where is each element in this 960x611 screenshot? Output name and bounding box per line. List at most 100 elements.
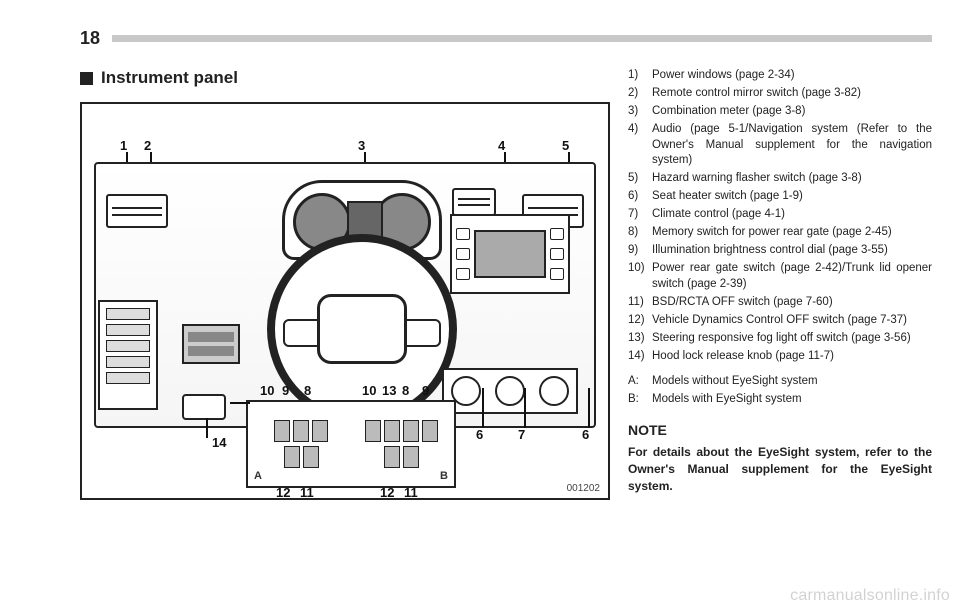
inset-a-top-3: 8 <box>304 383 311 398</box>
page-number: 18 <box>80 28 100 49</box>
wheel-hub <box>317 294 407 364</box>
window-switch <box>106 340 150 352</box>
legend-item: 7)Climate control (page 4-1) <box>628 207 932 223</box>
switch <box>312 420 328 442</box>
legend-item: 5)Hazard warning flasher switch (page 3-… <box>628 171 932 187</box>
legend-text: Hood lock release knob (page 11-7) <box>652 349 932 365</box>
variant-key: A: <box>628 374 652 390</box>
audio-button <box>456 228 470 240</box>
section-title: Instrument panel <box>80 68 610 88</box>
inset-connector <box>230 402 250 404</box>
inset-a-bot-1: 12 <box>276 485 290 500</box>
legend-num: 3) <box>628 104 652 120</box>
callout-6b-lead <box>588 388 590 428</box>
window-switch <box>106 308 150 320</box>
note-title: NOTE <box>628 421 932 440</box>
callout-7-lead <box>524 388 526 428</box>
audio-screen <box>474 230 546 278</box>
switch-row <box>365 420 438 442</box>
callout-2: 2 <box>144 138 151 153</box>
legend-num: 6) <box>628 189 652 205</box>
inset-b-top-1: 10 <box>362 383 376 398</box>
legend-text: Hazard warning flasher switch (page 3-8) <box>652 171 932 187</box>
switch-detail-inset: A B <box>246 400 456 488</box>
legend-num: 4) <box>628 122 652 169</box>
legend-text: Power windows (page 2-34) <box>652 68 932 84</box>
variant-item: A:Models without EyeSight system <box>628 374 932 390</box>
inset-b-bot-2: 11 <box>404 485 418 500</box>
section-title-text: Instrument panel <box>101 68 238 88</box>
inset-label-a: A <box>254 470 262 482</box>
legend-num: 10) <box>628 261 652 292</box>
audio-button <box>550 268 564 280</box>
legend-item: 10)Power rear gate switch (page 2-42)/Tr… <box>628 261 932 292</box>
legend-text: Memory switch for power rear gate (page … <box>652 225 932 241</box>
switch <box>403 420 419 442</box>
watermark: carmanualsonline.info <box>790 587 950 605</box>
right-column: 1)Power windows (page 2-34) 2)Remote con… <box>628 68 932 500</box>
variant-list: A:Models without EyeSight system B:Model… <box>628 374 932 407</box>
callout-14: 14 <box>212 435 226 450</box>
switch <box>422 420 438 442</box>
content: Instrument panel 1 2 3 4 5 <box>80 68 932 500</box>
audio-button <box>456 248 470 260</box>
legend-item: 12)Vehicle Dynamics Control OFF switch (… <box>628 313 932 329</box>
legend-num: 12) <box>628 313 652 329</box>
legend-item: 6)Seat heater switch (page 1-9) <box>628 189 932 205</box>
audio-button <box>550 228 564 240</box>
legend-item: 8)Memory switch for power rear gate (pag… <box>628 225 932 241</box>
climate-knob <box>495 376 525 406</box>
inset-b-top-4: 9 <box>422 383 429 398</box>
climate-control-panel <box>442 368 578 414</box>
legend-num: 2) <box>628 86 652 102</box>
variant-item: B:Models with EyeSight system <box>628 392 932 408</box>
variant-key: B: <box>628 392 652 408</box>
legend-list: 1)Power windows (page 2-34) 2)Remote con… <box>628 68 932 364</box>
inset-variant-b <box>356 410 446 478</box>
callout-6a-lead <box>482 388 484 428</box>
audio-buttons-right <box>550 228 564 280</box>
legend-item: 3)Combination meter (page 3-8) <box>628 104 932 120</box>
switch <box>274 420 290 442</box>
window-switch <box>106 324 150 336</box>
switch-row <box>284 446 319 468</box>
legend-num: 5) <box>628 171 652 187</box>
audio-button <box>550 248 564 260</box>
legend-num: 8) <box>628 225 652 241</box>
note-body: For details about the EyeSight system, r… <box>628 444 932 494</box>
inset-a-top-2: 9 <box>282 383 289 398</box>
legend-item: 9)Illumination brightness control dial (… <box>628 243 932 259</box>
legend-item: 1)Power windows (page 2-34) <box>628 68 932 84</box>
legend-text: BSD/RCTA OFF switch (page 7-60) <box>652 295 932 311</box>
callout-14-lead <box>206 418 208 438</box>
vent-left <box>106 194 168 228</box>
callout-7: 7 <box>518 427 525 442</box>
switch <box>403 446 419 468</box>
legend-text: Combination meter (page 3-8) <box>652 104 932 120</box>
inset-a-bot-2: 11 <box>300 485 314 500</box>
switch <box>365 420 381 442</box>
switch <box>303 446 319 468</box>
legend-text: Audio (page 5-1/Navigation system (Refer… <box>652 122 932 169</box>
legend-item: 11)BSD/RCTA OFF switch (page 7-60) <box>628 295 932 311</box>
variant-text: Models without EyeSight system <box>652 374 932 390</box>
vent-center <box>452 188 496 216</box>
legend-text: Vehicle Dynamics Control OFF switch (pag… <box>652 313 932 329</box>
switch-row <box>384 446 419 468</box>
callout-3: 3 <box>358 138 365 153</box>
legend-text: Climate control (page 4-1) <box>652 207 932 223</box>
legend-num: 14) <box>628 349 652 365</box>
legend-item: 14)Hood lock release knob (page 11-7) <box>628 349 932 365</box>
switch <box>293 420 309 442</box>
page-header: 18 <box>80 28 932 49</box>
switch <box>384 420 400 442</box>
switch-row <box>274 420 328 442</box>
legend-num: 13) <box>628 331 652 347</box>
legend-text: Remote control mirror switch (page 3-82) <box>652 86 932 102</box>
legend-num: 11) <box>628 295 652 311</box>
inset-a-top-1: 10 <box>260 383 274 398</box>
variant-text: Models with EyeSight system <box>652 392 932 408</box>
audio-buttons-left <box>456 228 470 280</box>
legend-item: 4)Audio (page 5-1/Navigation system (Ref… <box>628 122 932 169</box>
legend-num: 7) <box>628 207 652 223</box>
